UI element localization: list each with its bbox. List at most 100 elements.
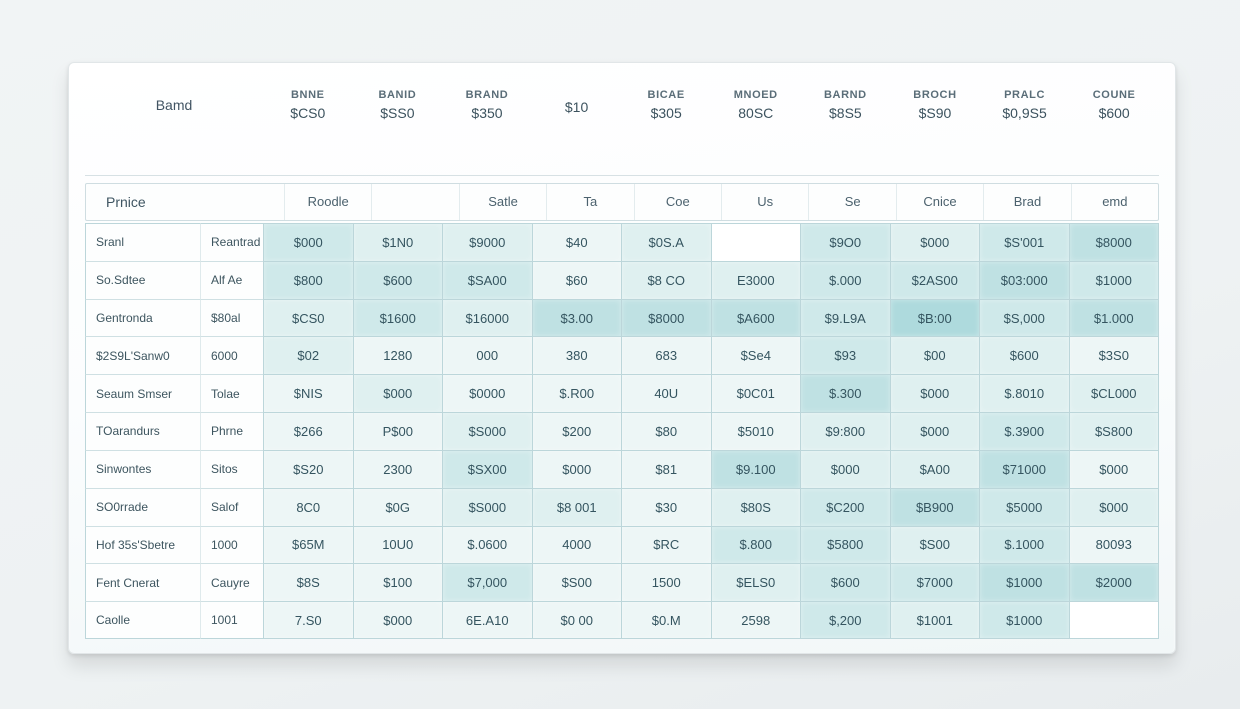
row-label-b: Tolae [200, 374, 263, 412]
col-header: BROCH$S90 [890, 89, 980, 121]
row-label-a: Seaum Smser [85, 374, 200, 412]
data-cell: $SX00 [442, 450, 532, 488]
data-cell: $7,000 [442, 563, 532, 601]
data-cell: $93 [800, 336, 890, 374]
data-cell: $ELS0 [711, 563, 801, 601]
table-row: Caolle10017.S0$0006E.A10$0 00$0.M2598$,2… [85, 601, 1159, 639]
data-cell: $80S [711, 488, 801, 526]
data-cell: $RC [621, 526, 711, 564]
data-cell: $S00 [890, 526, 980, 564]
row-label-b: 1000 [200, 526, 263, 564]
data-cell: $S20 [263, 450, 353, 488]
data-cell: $,200 [800, 601, 890, 639]
row-label-a: TOarandurs [85, 412, 200, 450]
data-cell: 380 [532, 336, 622, 374]
data-cell: $000 [800, 450, 890, 488]
data-cell: $266 [263, 412, 353, 450]
data-cell: $3S0 [1069, 336, 1160, 374]
data-cell: $71000 [979, 450, 1069, 488]
subheader-cell: Ta [546, 184, 633, 220]
row-leading: Seaum SmserTolae [85, 374, 263, 412]
table-row: SO0rradeSalof8C0$0G$S000$8 001$30$80S$C2… [85, 488, 1159, 526]
row-leading: So.SdteeAlf Ae [85, 261, 263, 299]
table-row: $2S9L'Sanw06000$021280000380683$Se4$93$0… [85, 336, 1159, 374]
data-cell: $000 [263, 223, 353, 261]
data-cell: $A00 [890, 450, 980, 488]
data-cell [1069, 601, 1160, 639]
data-cell: $S'001 [979, 223, 1069, 261]
data-cell: $.R00 [532, 374, 622, 412]
data-cell: $9:800 [800, 412, 890, 450]
row-leading: Caolle1001 [85, 601, 263, 639]
data-cell: $5000 [979, 488, 1069, 526]
data-cell: $S00 [532, 563, 622, 601]
data-cell: 4000 [532, 526, 622, 564]
data-cell: 8C0 [263, 488, 353, 526]
subheader-cell: Us [721, 184, 808, 220]
row-label-a: Sinwontes [85, 450, 200, 488]
data-cell: $.000 [800, 261, 890, 299]
data-cell: $65M [263, 526, 353, 564]
data-cell: $8000 [621, 299, 711, 337]
data-cell: 000 [442, 336, 532, 374]
data-cell: $5800 [800, 526, 890, 564]
row-leading: $2S9L'Sanw06000 [85, 336, 263, 374]
data-cell: $80 [621, 412, 711, 450]
data-cell: $000 [353, 374, 443, 412]
table-row: TOarandursPhrne$266P$00$S000$200$80$5010… [85, 412, 1159, 450]
data-cell: $3.00 [532, 299, 622, 337]
row-leading: Gentronda$80al [85, 299, 263, 337]
data-cell: $9O0 [800, 223, 890, 261]
data-cell: $2000 [1069, 563, 1160, 601]
row-leading: TOarandursPhrne [85, 412, 263, 450]
row-label-a: $2S9L'Sanw0 [85, 336, 200, 374]
col-header: BANID$SS0 [353, 89, 443, 121]
data-cell: $40 [532, 223, 622, 261]
subheader-cell: emd [1071, 184, 1158, 220]
table-row: So.SdteeAlf Ae$800$600$SA00$60$8 COE3000… [85, 261, 1159, 299]
row-label-b: 6000 [200, 336, 263, 374]
data-cell: $9000 [442, 223, 532, 261]
data-cell: $8 001 [532, 488, 622, 526]
subheader-cell: Roodle [284, 184, 371, 220]
data-cell: $1000 [979, 563, 1069, 601]
col-header: COUNE$600 [1069, 89, 1159, 121]
data-cell: $A600 [711, 299, 801, 337]
data-cell: $1000 [1069, 261, 1160, 299]
subheader-cell: Se [808, 184, 895, 220]
data-cell: 10U0 [353, 526, 443, 564]
data-cell: $.300 [800, 374, 890, 412]
data-cell: $1000 [979, 601, 1069, 639]
data-cell: $2AS00 [890, 261, 980, 299]
data-cell: $30 [621, 488, 711, 526]
col-header: $10 [532, 95, 622, 115]
data-cell: $1600 [353, 299, 443, 337]
data-cell: E3000 [711, 261, 801, 299]
data-cell: $0000 [442, 374, 532, 412]
row-leading: Hof 35s'Sbetre1000 [85, 526, 263, 564]
row-label-a: Fent Cnerat [85, 563, 200, 601]
data-cell: $Se4 [711, 336, 801, 374]
row-label-a: Sranl [85, 223, 200, 261]
data-cell: $000 [1069, 488, 1160, 526]
subheader-leading: Prnice [86, 194, 284, 210]
data-cell: 80093 [1069, 526, 1160, 564]
data-cell: $.3900 [979, 412, 1069, 450]
data-cell: $S800 [1069, 412, 1160, 450]
data-cell: 7.S0 [263, 601, 353, 639]
col-header: BNNE$CS0 [263, 89, 353, 121]
data-cell: 2598 [711, 601, 801, 639]
table-row: Gentronda$80al$CS0$1600$16000$3.00$8000$… [85, 299, 1159, 337]
data-cell: $S000 [442, 488, 532, 526]
data-cell: $CS0 [263, 299, 353, 337]
data-cell: $B900 [890, 488, 980, 526]
table-row: SinwontesSitos$S202300$SX00$000$81$9.100… [85, 450, 1159, 488]
data-cell: $000 [890, 412, 980, 450]
row-label-b: 1001 [200, 601, 263, 639]
data-cell: $600 [979, 336, 1069, 374]
row-label-a: Hof 35s'Sbetre [85, 526, 200, 564]
data-cell: $.800 [711, 526, 801, 564]
row-label-b: Reantrad [200, 223, 263, 261]
row-label-b: Phrne [200, 412, 263, 450]
data-cell: $0S.A [621, 223, 711, 261]
